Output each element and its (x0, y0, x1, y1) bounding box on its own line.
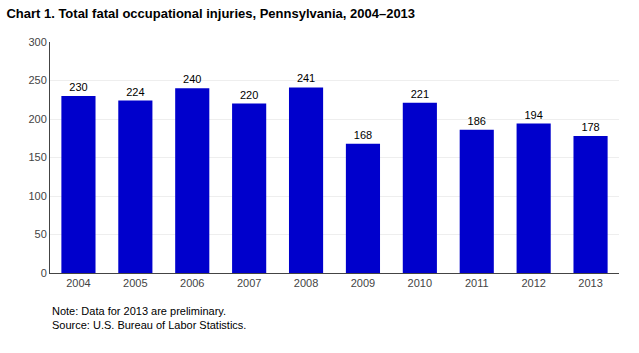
svg-text:100: 100 (28, 190, 46, 202)
svg-text:168: 168 (354, 129, 372, 141)
svg-text:2013: 2013 (578, 277, 602, 289)
svg-text:194: 194 (524, 109, 542, 121)
svg-text:230: 230 (69, 81, 87, 93)
svg-text:2005: 2005 (123, 277, 147, 289)
svg-text:Chart 1. Total fatal occupatio: Chart 1. Total fatal occupational injuri… (6, 6, 415, 21)
svg-text:2012: 2012 (521, 277, 545, 289)
svg-text:178: 178 (581, 121, 599, 133)
svg-text:221: 221 (411, 88, 429, 100)
svg-text:2010: 2010 (408, 277, 432, 289)
svg-text:2006: 2006 (180, 277, 204, 289)
svg-text:240: 240 (183, 73, 201, 85)
svg-text:224: 224 (126, 86, 144, 98)
svg-text:150: 150 (28, 151, 46, 163)
svg-text:186: 186 (468, 115, 486, 127)
svg-text:2011: 2011 (465, 277, 489, 289)
svg-text:2007: 2007 (237, 277, 261, 289)
svg-text:200: 200 (28, 113, 46, 125)
svg-text:220: 220 (240, 89, 258, 101)
svg-text:241: 241 (297, 72, 315, 84)
svg-text:250: 250 (28, 74, 46, 86)
svg-text:2004: 2004 (66, 277, 90, 289)
svg-text:0: 0 (41, 267, 47, 279)
svg-text:50: 50 (35, 228, 47, 240)
svg-text:2008: 2008 (294, 277, 318, 289)
svg-text:2009: 2009 (351, 277, 375, 289)
svg-text:300: 300 (28, 36, 46, 48)
svg-text:Note: Data for 2013 are prelim: Note: Data for 2013 are preliminary.Sour… (52, 305, 246, 331)
